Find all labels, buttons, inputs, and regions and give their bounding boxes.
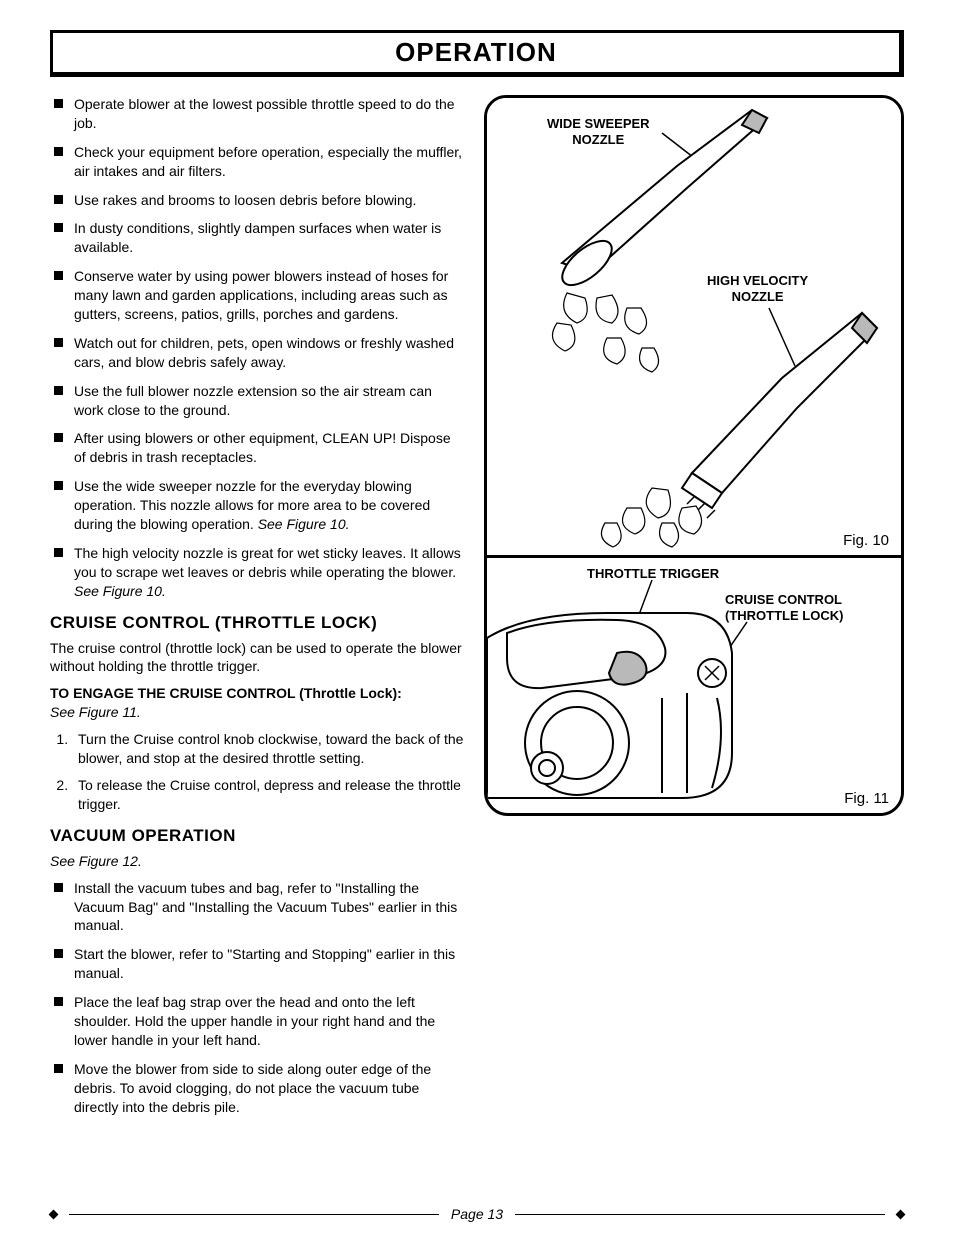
label-line: HIGH VELOCITY (707, 273, 808, 288)
list-item: Move the blower from side to side along … (50, 1060, 464, 1117)
high-velocity-label: HIGH VELOCITY NOZZLE (707, 273, 808, 304)
cruise-heading: CRUISE CONTROL (THROTTLE LOCK) (50, 613, 464, 633)
figure-ref: See Figure 12. (50, 852, 464, 871)
label-line: (THROTTLE LOCK) (725, 608, 843, 623)
wide-sweeper-label: WIDE SWEEPER NOZZLE (547, 116, 650, 147)
list-item: To release the Cruise control, depress a… (72, 776, 464, 814)
list-item: Use rakes and brooms to loosen debris be… (50, 191, 464, 210)
figure-stack: WIDE SWEEPER NOZZLE HIGH VELOCITY NOZZLE (484, 95, 904, 816)
throttle-trigger-label: THROTTLE TRIGGER (587, 566, 719, 582)
list-item: Use the full blower nozzle extension so … (50, 382, 464, 420)
figure-11: THROTTLE TRIGGER CRUISE CONTROL (THROTTL… (487, 558, 901, 813)
page-number: Page 13 (451, 1206, 503, 1222)
figure-ref: See Figure 10. (258, 516, 350, 532)
figure-caption: Fig. 11 (844, 790, 889, 807)
figure-caption: Fig. 10 (843, 532, 889, 549)
list-item: Watch out for children, pets, open windo… (50, 334, 464, 372)
label-line: NOZZLE (732, 289, 784, 304)
cruise-engage-label: TO ENGAGE THE CRUISE CONTROL (Throttle L… (50, 685, 402, 701)
figure-ref: See Figure 10. (74, 583, 166, 599)
footer-rule (515, 1214, 885, 1215)
content-columns: Operate blower at the lowest possible th… (50, 95, 904, 1126)
list-item: Check your equipment before operation, e… (50, 143, 464, 181)
list-item: Install the vacuum tubes and bag, refer … (50, 879, 464, 936)
section-title: OPERATION (50, 30, 904, 77)
label-line: WIDE SWEEPER (547, 116, 650, 131)
main-bullet-list: Operate blower at the lowest possible th… (50, 95, 464, 601)
figure-ref: See Figure 11. (50, 704, 141, 720)
footer-rule (69, 1214, 439, 1215)
cruise-steps-list: Turn the Cruise control knob clockwise, … (50, 730, 464, 814)
item-text: The high velocity nozzle is great for we… (74, 545, 461, 580)
diamond-icon (49, 1209, 59, 1219)
cruise-intro: The cruise control (throttle lock) can b… (50, 639, 464, 677)
diamond-icon (896, 1209, 906, 1219)
right-column: WIDE SWEEPER NOZZLE HIGH VELOCITY NOZZLE (484, 95, 904, 1126)
figure-10-svg (487, 98, 901, 558)
page-footer: Page 13 (50, 1206, 904, 1222)
cruise-control-label: CRUISE CONTROL (THROTTLE LOCK) (725, 592, 843, 623)
list-item: Start the blower, refer to "Starting and… (50, 945, 464, 983)
left-column: Operate blower at the lowest possible th… (50, 95, 464, 1126)
cruise-engage: TO ENGAGE THE CRUISE CONTROL (Throttle L… (50, 684, 464, 722)
item-text: Use the wide sweeper nozzle for the ever… (74, 478, 430, 532)
list-item: Operate blower at the lowest possible th… (50, 95, 464, 133)
vacuum-bullet-list: Install the vacuum tubes and bag, refer … (50, 879, 464, 1117)
list-item: Turn the Cruise control knob clockwise, … (72, 730, 464, 768)
vacuum-heading: VACUUM OPERATION (50, 826, 464, 846)
list-item: After using blowers or other equipment, … (50, 429, 464, 467)
list-item: Conserve water by using power blowers in… (50, 267, 464, 324)
list-item: Place the leaf bag strap over the head a… (50, 993, 464, 1050)
list-item: The high velocity nozzle is great for we… (50, 544, 464, 601)
figure-10: WIDE SWEEPER NOZZLE HIGH VELOCITY NOZZLE (487, 98, 901, 558)
label-line: NOZZLE (572, 132, 624, 147)
list-item: In dusty conditions, slightly dampen sur… (50, 219, 464, 257)
label-line: CRUISE CONTROL (725, 592, 842, 607)
list-item: Use the wide sweeper nozzle for the ever… (50, 477, 464, 534)
